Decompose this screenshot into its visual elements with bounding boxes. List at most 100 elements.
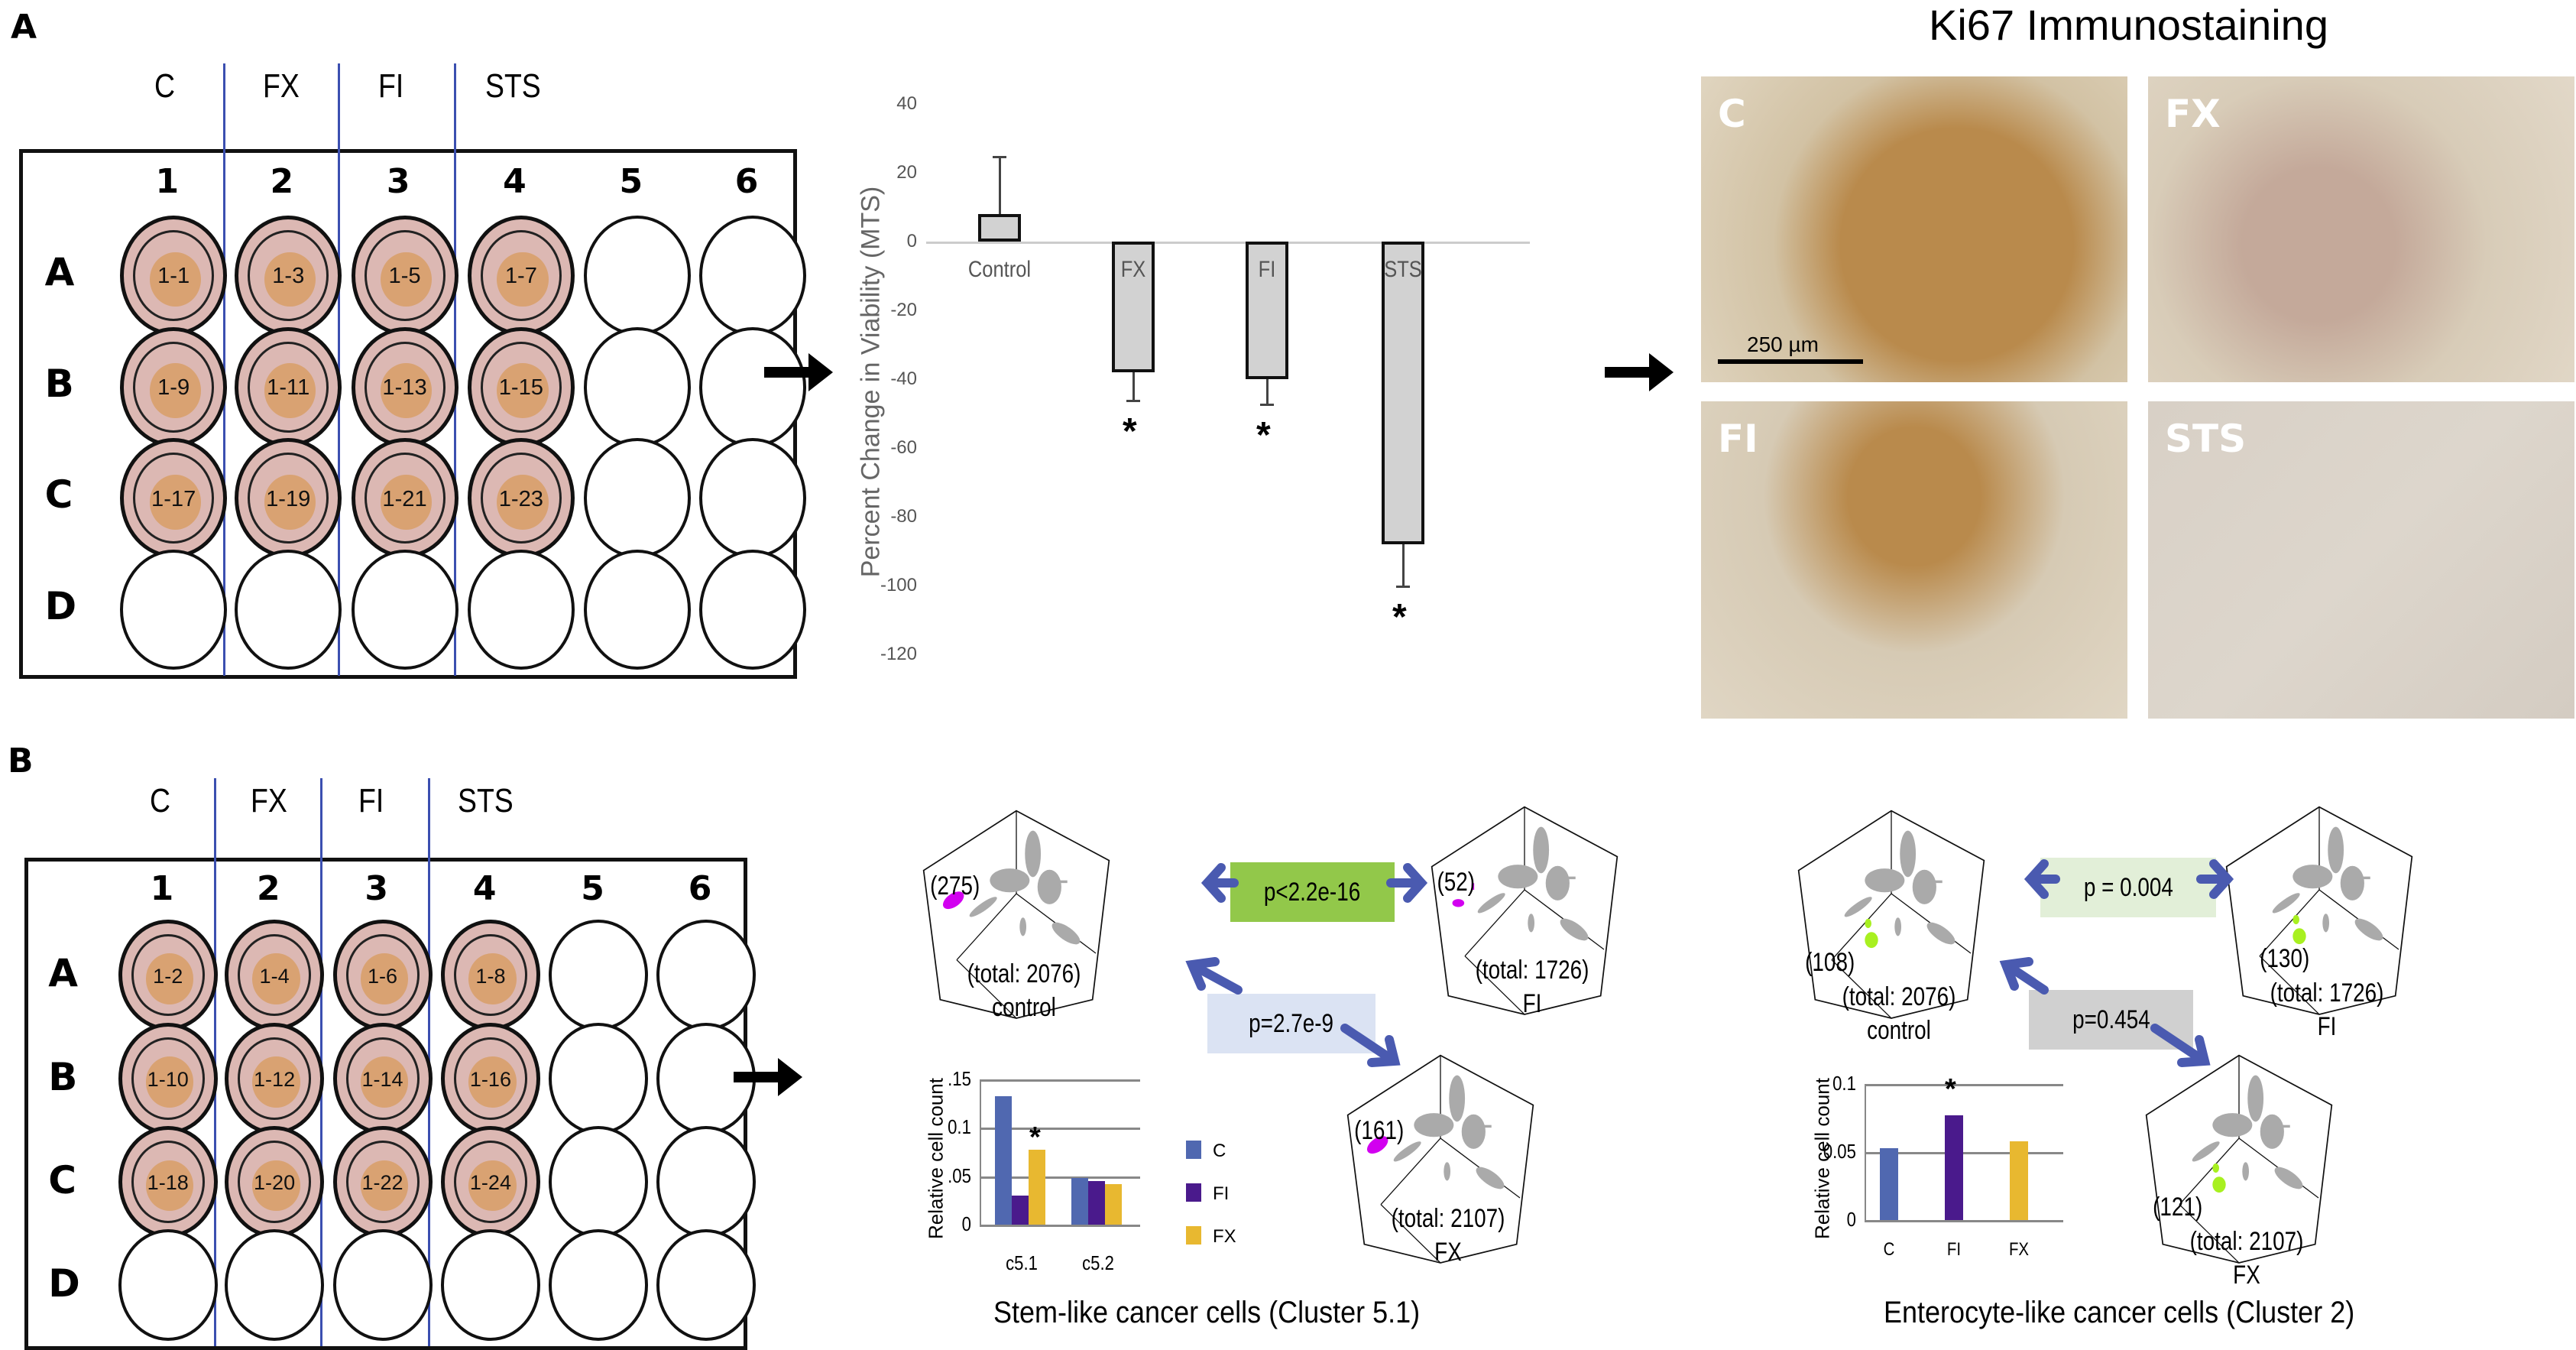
group-label: FX: [263, 67, 300, 105]
scale-bar-label: 250 µm: [1747, 333, 1819, 356]
y-tick: 0.1: [1832, 1072, 1856, 1095]
well-ring: [480, 341, 562, 433]
well-empty: [225, 1229, 325, 1341]
bar-c-c5.1: [995, 1095, 1012, 1225]
organoid-core: [360, 1160, 409, 1212]
bar-fx-c5.1: [1029, 1150, 1045, 1225]
organoid-core: [145, 953, 194, 1004]
row-label: B: [44, 361, 74, 406]
gridline: [1865, 1152, 2063, 1154]
y-tick: .05: [948, 1163, 971, 1187]
group-label: STS: [457, 781, 514, 819]
well-sample: 1-21: [351, 438, 458, 559]
y-tick: 0: [1846, 1208, 1856, 1231]
bar-fx: [1112, 242, 1155, 372]
umap-plot-control: (108) (total: 2076) control: [1792, 799, 1991, 1045]
organoid-core: [149, 474, 201, 530]
row-label: A: [44, 249, 75, 294]
y-tick: 0: [906, 231, 917, 252]
total-count: (total: 2076): [967, 959, 1081, 988]
well-label: 1-5: [388, 264, 421, 289]
well-ring: [345, 933, 420, 1017]
micrograph-label: STS: [2165, 417, 2247, 461]
well-ring: [480, 453, 562, 544]
well-sample: 1-1: [120, 216, 228, 336]
y-tick: -40: [890, 368, 917, 389]
umap-scatter-icon: [1797, 810, 1985, 1019]
y-axis: [1865, 1084, 1866, 1220]
organoid-core: [360, 1056, 409, 1108]
group-label: FX: [251, 781, 288, 819]
well-empty: [332, 1229, 433, 1341]
organoid-core: [381, 474, 433, 530]
y-tick: -20: [890, 300, 917, 320]
well-empty: [699, 326, 807, 447]
legend-swatch: [1186, 1226, 1201, 1245]
error-cap: [1396, 586, 1410, 588]
well-empty: [118, 1229, 218, 1341]
group-label: FI: [358, 781, 384, 819]
cluster-count: (275): [930, 871, 980, 901]
well-sample: 1-4: [225, 919, 325, 1031]
bar-fi-c5.2: [1088, 1181, 1105, 1225]
well-ring: [238, 1141, 312, 1223]
well-ring: [453, 1141, 527, 1223]
bar-fi: [1945, 1115, 1963, 1220]
zero-line: [926, 242, 1530, 244]
group-label: C: [154, 67, 175, 105]
well-sample: 1-17: [120, 438, 228, 559]
well-empty: [699, 438, 807, 559]
umap-plot-fi: (52) (total: 1726) FI: [1425, 795, 1624, 1040]
organoid-core: [468, 1056, 517, 1108]
well-sample: 1-23: [467, 438, 575, 559]
column-number: 1: [155, 161, 180, 201]
organoid-core: [264, 363, 316, 418]
bar-control: [978, 214, 1021, 242]
organoid-core: [497, 252, 549, 307]
well-label: 1-9: [157, 375, 190, 400]
error-cap: [1126, 400, 1140, 402]
umap-scatter-icon: [1346, 1054, 1534, 1264]
bar-fi-c5.1: [1012, 1196, 1029, 1225]
total-count: (total: 2107): [2189, 1227, 2304, 1256]
well-sample: 1-13: [351, 326, 458, 447]
y-tick: .15: [948, 1067, 971, 1090]
well-empty: [584, 326, 692, 447]
organoid-core: [252, 953, 300, 1004]
p-value-box: p<2.2e-16: [1230, 862, 1395, 922]
error-cap: [993, 155, 1006, 158]
umap-plot-fx: (121) (total: 2107) FX: [2140, 1043, 2338, 1290]
well-sample: 1-15: [467, 326, 575, 447]
well-sample: 1-18: [118, 1126, 218, 1238]
organoid-core: [468, 1160, 517, 1212]
well-sample: 1-24: [440, 1126, 540, 1238]
organoid-core: [360, 953, 409, 1004]
row-label: A: [48, 951, 78, 996]
organoid-core: [497, 474, 549, 530]
p-value: p<2.2e-16: [1264, 877, 1361, 907]
well-label: 1-6: [367, 964, 398, 988]
bar-fx: [2010, 1141, 2028, 1220]
significance-star: *: [1123, 411, 1137, 452]
y-tick: -100: [880, 575, 917, 595]
error-cap: [1260, 403, 1274, 406]
stem-cell-count-chart: Relative cell count .15 0.1.05 0 c5.1 c5.2 * C…: [925, 1055, 1322, 1284]
well-label: 1-21: [382, 486, 427, 511]
umap-plot-fi: (130) (total: 1726) FI: [2220, 795, 2419, 1041]
p-value: p=2.7e-9: [1249, 1008, 1334, 1038]
x-category-label: c5.2: [1082, 1251, 1114, 1274]
micrograph-label: FI: [1718, 417, 1758, 461]
well-sample: 1-12: [225, 1022, 325, 1134]
well-label: 1-16: [469, 1067, 511, 1091]
organoid-core: [145, 1056, 194, 1108]
significance-star: *: [1256, 414, 1271, 456]
well-sample: 1-5: [351, 216, 458, 336]
gridline: [980, 1176, 1140, 1179]
p-value-box: p = 0.004: [2040, 858, 2216, 917]
legend-label: FI: [1213, 1183, 1230, 1204]
organoid-core: [381, 363, 433, 418]
column-number: 4: [503, 161, 527, 201]
well-ring: [133, 230, 215, 321]
p-value: p = 0.004: [2083, 872, 2173, 902]
